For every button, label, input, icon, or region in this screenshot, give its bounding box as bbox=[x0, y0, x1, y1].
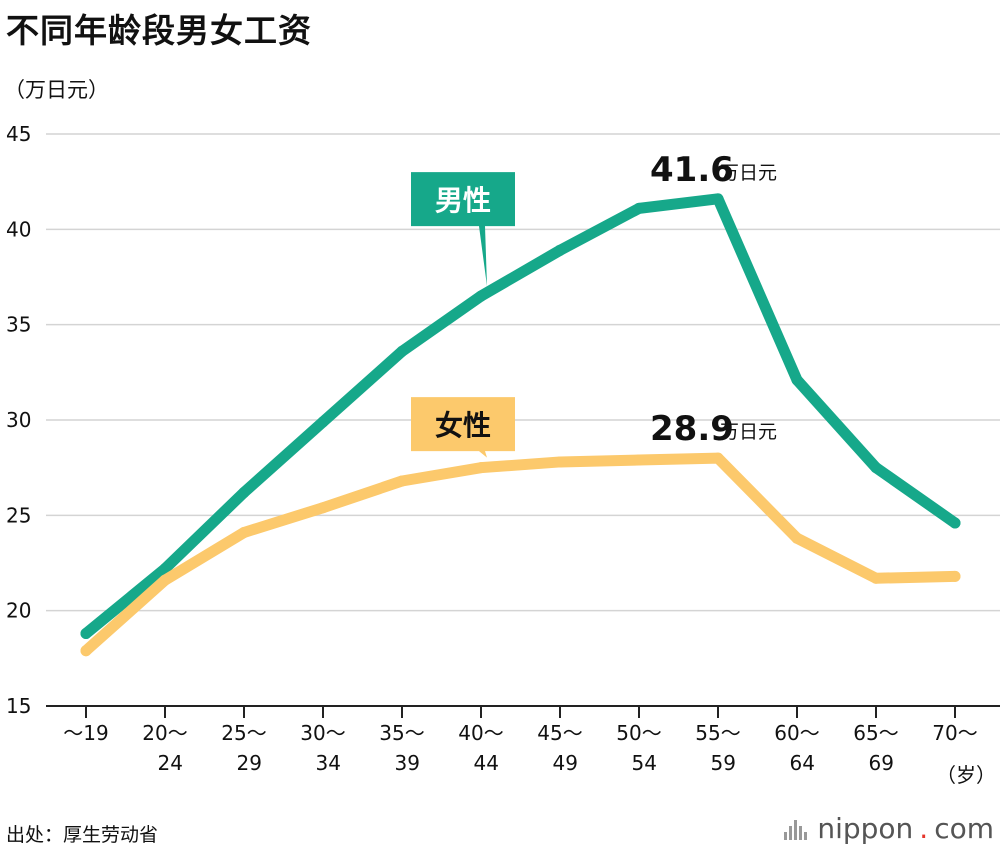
data-point bbox=[791, 532, 803, 544]
source-note: 出处：厚生劳动省 bbox=[6, 824, 159, 846]
x-tick-label: 44 bbox=[474, 751, 499, 775]
x-tick-label: 65～ bbox=[853, 721, 898, 745]
x-tick-label: 69 bbox=[869, 751, 894, 775]
data-point bbox=[396, 345, 408, 357]
y-axis-unit-label: （万日元） bbox=[4, 78, 109, 102]
x-tick-label: 45～ bbox=[537, 721, 582, 745]
data-point bbox=[791, 374, 803, 386]
chart-title: 不同年龄段男女工资 bbox=[6, 11, 312, 50]
series-label-box bbox=[411, 397, 515, 458]
peak-unit: 万日元 bbox=[720, 162, 777, 184]
y-tick-label: 15 bbox=[6, 694, 31, 718]
x-tick-label: 29 bbox=[237, 751, 262, 775]
data-point bbox=[396, 475, 408, 487]
y-tick-label: 40 bbox=[6, 217, 31, 241]
series-label: 女性 bbox=[435, 409, 491, 442]
x-axis-unit-label: （岁） bbox=[936, 763, 996, 787]
x-tick-label: 30～ bbox=[300, 721, 345, 745]
x-tick-label: 55～ bbox=[695, 721, 740, 745]
data-point bbox=[554, 456, 566, 468]
x-tick-label: 24 bbox=[158, 751, 183, 775]
brand-tld: com bbox=[934, 812, 994, 845]
peak-value: 41.6 bbox=[650, 150, 734, 190]
x-tick-label: 54 bbox=[632, 751, 657, 775]
y-tick-label: 25 bbox=[6, 503, 31, 527]
x-tick-label: 34 bbox=[316, 751, 341, 775]
x-tick-label: 40～ bbox=[458, 721, 503, 745]
nippon-mark-icon bbox=[784, 818, 808, 840]
data-point bbox=[159, 574, 171, 586]
data-point bbox=[554, 244, 566, 256]
data-point bbox=[949, 517, 961, 529]
series-label: 男性 bbox=[435, 184, 491, 217]
data-point bbox=[870, 572, 882, 584]
data-point bbox=[238, 486, 250, 498]
data-point bbox=[317, 416, 329, 428]
data-point bbox=[159, 563, 171, 575]
data-point bbox=[238, 526, 250, 538]
peak-unit: 万日元 bbox=[720, 421, 777, 443]
brand-logo: nippon. com bbox=[784, 812, 994, 845]
data-point bbox=[712, 193, 724, 205]
y-tick-label: 20 bbox=[6, 599, 31, 623]
brand-name: nippon bbox=[817, 812, 914, 845]
peak-value: 28.9 bbox=[650, 409, 734, 449]
y-tick-label: 45 bbox=[6, 122, 31, 146]
data-point bbox=[633, 454, 645, 466]
data-point bbox=[80, 645, 92, 657]
x-tick-label: 49 bbox=[553, 751, 578, 775]
brand-dot: . bbox=[919, 812, 929, 845]
data-point bbox=[317, 502, 329, 514]
data-point bbox=[949, 570, 961, 582]
series-label-box bbox=[411, 172, 515, 287]
data-point bbox=[475, 290, 487, 302]
x-tick-label: 64 bbox=[790, 751, 815, 775]
y-tick-label: 35 bbox=[6, 313, 31, 337]
x-tick-label: 25～ bbox=[221, 721, 266, 745]
data-point bbox=[870, 462, 882, 474]
series-line-1 bbox=[80, 452, 961, 657]
data-point bbox=[633, 202, 645, 214]
data-point bbox=[712, 452, 724, 464]
data-point bbox=[80, 628, 92, 640]
x-tick-label: ～19 bbox=[63, 721, 108, 745]
data-point bbox=[475, 462, 487, 474]
x-tick-label: 70～ bbox=[932, 721, 977, 745]
x-tick-label: 59 bbox=[711, 751, 736, 775]
y-tick-label: 30 bbox=[6, 408, 31, 432]
x-tick-label: 60～ bbox=[774, 721, 819, 745]
x-tick-label: 20～ bbox=[142, 721, 187, 745]
x-tick-label: 35～ bbox=[379, 721, 424, 745]
x-tick-label: 50～ bbox=[616, 721, 661, 745]
x-tick-label: 39 bbox=[395, 751, 420, 775]
series-line-0 bbox=[80, 193, 961, 640]
